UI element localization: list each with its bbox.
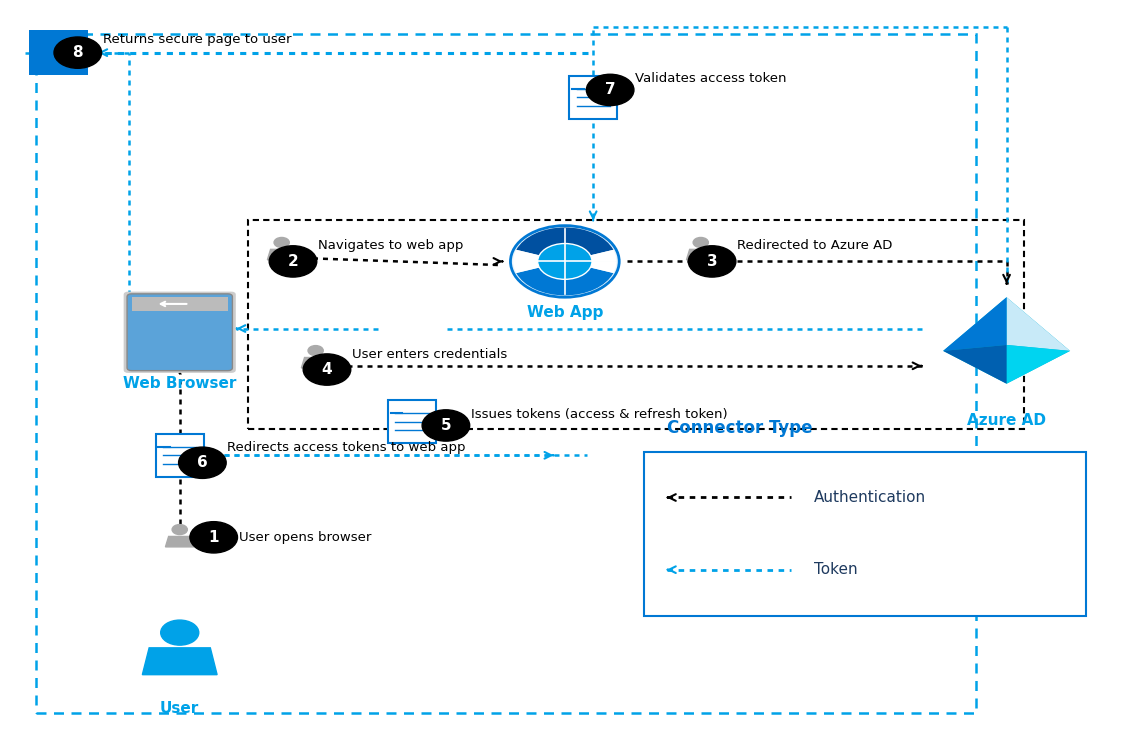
- Bar: [248, 220, 1023, 429]
- Circle shape: [510, 225, 620, 297]
- Text: Redirects access tokens to web app: Redirects access tokens to web app: [227, 441, 466, 455]
- Text: Issues tokens (access & refresh token): Issues tokens (access & refresh token): [471, 408, 728, 421]
- Polygon shape: [687, 250, 715, 260]
- Wedge shape: [565, 250, 616, 262]
- Bar: [29, 30, 88, 75]
- Text: 5: 5: [440, 418, 451, 433]
- Text: Redirected to Azure AD: Redirected to Azure AD: [737, 238, 892, 252]
- Circle shape: [693, 238, 709, 247]
- Polygon shape: [301, 357, 330, 368]
- Bar: [569, 75, 617, 119]
- Circle shape: [274, 238, 290, 247]
- Text: Token: Token: [814, 562, 858, 577]
- Text: Validates access token: Validates access token: [636, 72, 786, 85]
- Text: Authentication: Authentication: [814, 490, 926, 505]
- Text: Web Browser: Web Browser: [123, 376, 236, 391]
- Polygon shape: [267, 250, 296, 260]
- Bar: [645, 452, 1086, 615]
- Circle shape: [161, 620, 199, 645]
- Text: 4: 4: [322, 362, 332, 377]
- Circle shape: [304, 354, 350, 385]
- Wedge shape: [513, 250, 565, 273]
- Text: Connector Type: Connector Type: [666, 419, 812, 437]
- Circle shape: [688, 246, 736, 277]
- Text: 3: 3: [706, 254, 718, 269]
- Polygon shape: [944, 297, 1006, 351]
- Text: Azure AD: Azure AD: [968, 413, 1046, 428]
- Bar: [388, 400, 436, 443]
- Text: 6: 6: [197, 455, 208, 470]
- Text: Returns secure page to user: Returns secure page to user: [103, 32, 291, 46]
- Bar: [131, 297, 228, 311]
- Bar: [156, 434, 203, 477]
- Polygon shape: [165, 536, 194, 547]
- Polygon shape: [143, 648, 217, 675]
- Polygon shape: [944, 345, 1006, 384]
- Text: Web App: Web App: [527, 305, 604, 320]
- Wedge shape: [565, 262, 616, 273]
- FancyBboxPatch shape: [123, 292, 236, 373]
- Text: 8: 8: [73, 45, 83, 60]
- Text: 2: 2: [288, 254, 299, 269]
- Text: User: User: [160, 700, 200, 716]
- FancyBboxPatch shape: [127, 294, 233, 371]
- Text: User enters credentials: User enters credentials: [351, 348, 507, 361]
- Circle shape: [308, 345, 323, 356]
- Circle shape: [537, 244, 592, 279]
- Text: User opens browser: User opens browser: [238, 531, 371, 544]
- Circle shape: [422, 410, 470, 441]
- Text: Navigates to web app: Navigates to web app: [318, 238, 463, 252]
- Polygon shape: [944, 297, 1070, 384]
- Circle shape: [54, 37, 102, 69]
- Circle shape: [586, 74, 634, 106]
- Bar: [35, 34, 976, 713]
- Circle shape: [269, 246, 317, 277]
- Circle shape: [189, 522, 237, 553]
- Text: 7: 7: [605, 82, 615, 97]
- Polygon shape: [1006, 297, 1070, 351]
- Wedge shape: [516, 262, 614, 296]
- Wedge shape: [516, 228, 614, 262]
- Circle shape: [172, 525, 187, 535]
- Circle shape: [179, 447, 226, 478]
- Text: 1: 1: [209, 530, 219, 545]
- Polygon shape: [1006, 345, 1070, 384]
